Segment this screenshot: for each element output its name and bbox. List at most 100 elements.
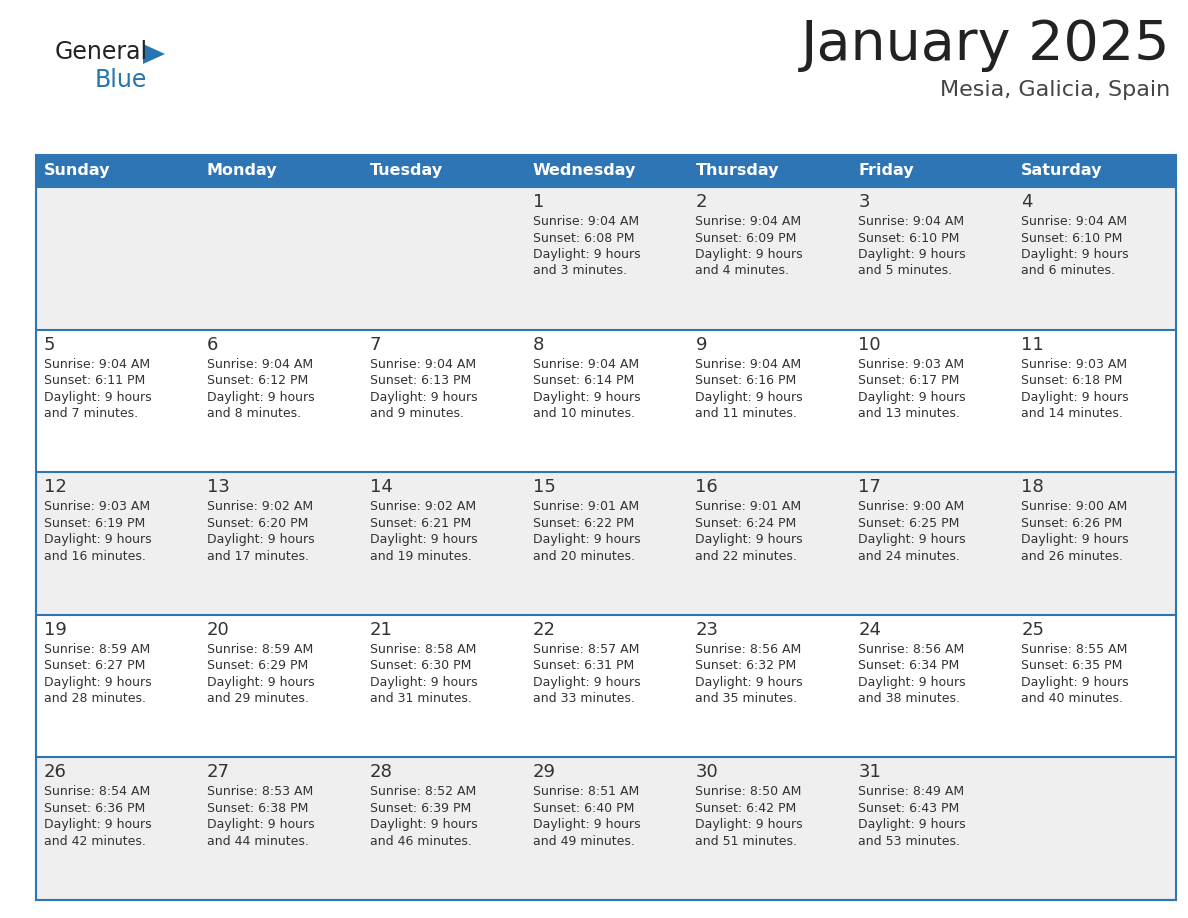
Bar xyxy=(851,757,1013,900)
Text: and 44 minutes.: and 44 minutes. xyxy=(207,834,309,848)
Text: Mesia, Galicia, Spain: Mesia, Galicia, Spain xyxy=(940,80,1170,100)
Text: Sunrise: 8:59 AM: Sunrise: 8:59 AM xyxy=(207,643,314,655)
Text: Monday: Monday xyxy=(207,163,278,178)
Bar xyxy=(36,615,198,757)
Text: 29: 29 xyxy=(532,764,556,781)
Text: Sunrise: 9:04 AM: Sunrise: 9:04 AM xyxy=(44,358,150,371)
Text: 23: 23 xyxy=(695,621,719,639)
Text: and 13 minutes.: and 13 minutes. xyxy=(858,407,960,420)
Text: Daylight: 9 hours: Daylight: 9 hours xyxy=(532,819,640,832)
Text: Daylight: 9 hours: Daylight: 9 hours xyxy=(44,676,152,688)
Text: and 26 minutes.: and 26 minutes. xyxy=(1022,550,1123,563)
Text: Sunrise: 8:58 AM: Sunrise: 8:58 AM xyxy=(369,643,476,655)
Text: Daylight: 9 hours: Daylight: 9 hours xyxy=(44,819,152,832)
Text: and 29 minutes.: and 29 minutes. xyxy=(207,692,309,705)
Text: Sunrise: 9:04 AM: Sunrise: 9:04 AM xyxy=(369,358,476,371)
Text: 20: 20 xyxy=(207,621,229,639)
Text: and 28 minutes.: and 28 minutes. xyxy=(44,692,146,705)
Text: Sunrise: 9:03 AM: Sunrise: 9:03 AM xyxy=(44,500,150,513)
Text: and 51 minutes.: and 51 minutes. xyxy=(695,834,797,848)
Text: Daylight: 9 hours: Daylight: 9 hours xyxy=(532,676,640,688)
Bar xyxy=(361,187,525,330)
Text: Sunset: 6:36 PM: Sunset: 6:36 PM xyxy=(44,802,145,815)
Text: Daylight: 9 hours: Daylight: 9 hours xyxy=(858,819,966,832)
Text: 16: 16 xyxy=(695,478,719,497)
Text: Blue: Blue xyxy=(95,68,147,92)
Text: Daylight: 9 hours: Daylight: 9 hours xyxy=(369,533,478,546)
Text: Daylight: 9 hours: Daylight: 9 hours xyxy=(695,533,803,546)
Text: Daylight: 9 hours: Daylight: 9 hours xyxy=(207,819,315,832)
Text: Sunset: 6:21 PM: Sunset: 6:21 PM xyxy=(369,517,470,530)
Text: Sunrise: 9:04 AM: Sunrise: 9:04 AM xyxy=(1022,215,1127,228)
Bar xyxy=(1013,187,1176,330)
Text: and 6 minutes.: and 6 minutes. xyxy=(1022,264,1116,277)
Bar xyxy=(36,187,198,330)
Text: Sunrise: 8:55 AM: Sunrise: 8:55 AM xyxy=(1022,643,1127,655)
Text: 1: 1 xyxy=(532,193,544,211)
Text: Sunrise: 9:04 AM: Sunrise: 9:04 AM xyxy=(695,215,802,228)
Text: and 22 minutes.: and 22 minutes. xyxy=(695,550,797,563)
Text: Sunrise: 8:56 AM: Sunrise: 8:56 AM xyxy=(695,643,802,655)
Text: Daylight: 9 hours: Daylight: 9 hours xyxy=(532,390,640,404)
Text: Sunrise: 8:49 AM: Sunrise: 8:49 AM xyxy=(858,786,965,799)
Text: 12: 12 xyxy=(44,478,67,497)
Text: 10: 10 xyxy=(858,336,881,353)
Text: Sunset: 6:20 PM: Sunset: 6:20 PM xyxy=(207,517,308,530)
Bar xyxy=(1013,330,1176,472)
Text: and 31 minutes.: and 31 minutes. xyxy=(369,692,472,705)
Text: Sunset: 6:08 PM: Sunset: 6:08 PM xyxy=(532,231,634,244)
Text: 21: 21 xyxy=(369,621,392,639)
Bar xyxy=(198,472,361,615)
Text: 22: 22 xyxy=(532,621,556,639)
Text: Sunrise: 9:00 AM: Sunrise: 9:00 AM xyxy=(858,500,965,513)
Text: and 49 minutes.: and 49 minutes. xyxy=(532,834,634,848)
Text: Daylight: 9 hours: Daylight: 9 hours xyxy=(695,248,803,261)
Bar xyxy=(36,757,198,900)
Text: Sunset: 6:32 PM: Sunset: 6:32 PM xyxy=(695,659,797,672)
Text: Sunset: 6:18 PM: Sunset: 6:18 PM xyxy=(1022,375,1123,387)
Text: Sunset: 6:25 PM: Sunset: 6:25 PM xyxy=(858,517,960,530)
Text: Sunrise: 9:04 AM: Sunrise: 9:04 AM xyxy=(695,358,802,371)
Bar xyxy=(1013,472,1176,615)
Text: 9: 9 xyxy=(695,336,707,353)
Text: Thursday: Thursday xyxy=(695,163,779,178)
Text: and 3 minutes.: and 3 minutes. xyxy=(532,264,626,277)
Text: Wednesday: Wednesday xyxy=(532,163,636,178)
Text: and 42 minutes.: and 42 minutes. xyxy=(44,834,146,848)
Text: Sunset: 6:09 PM: Sunset: 6:09 PM xyxy=(695,231,797,244)
Bar xyxy=(36,472,198,615)
Bar xyxy=(851,472,1013,615)
Bar xyxy=(525,472,688,615)
Text: and 40 minutes.: and 40 minutes. xyxy=(1022,692,1123,705)
Text: and 35 minutes.: and 35 minutes. xyxy=(695,692,797,705)
Text: Daylight: 9 hours: Daylight: 9 hours xyxy=(858,248,966,261)
Text: and 17 minutes.: and 17 minutes. xyxy=(207,550,309,563)
Text: Sunrise: 8:53 AM: Sunrise: 8:53 AM xyxy=(207,786,314,799)
Text: 19: 19 xyxy=(44,621,67,639)
Text: Sunrise: 9:04 AM: Sunrise: 9:04 AM xyxy=(532,215,639,228)
Text: Daylight: 9 hours: Daylight: 9 hours xyxy=(369,819,478,832)
Text: and 53 minutes.: and 53 minutes. xyxy=(858,834,960,848)
Text: Sunrise: 8:52 AM: Sunrise: 8:52 AM xyxy=(369,786,476,799)
Bar xyxy=(851,330,1013,472)
Text: Tuesday: Tuesday xyxy=(369,163,443,178)
Text: Daylight: 9 hours: Daylight: 9 hours xyxy=(207,390,315,404)
Bar xyxy=(1013,615,1176,757)
Bar xyxy=(688,615,851,757)
Text: 13: 13 xyxy=(207,478,229,497)
Text: Daylight: 9 hours: Daylight: 9 hours xyxy=(1022,248,1129,261)
Text: and 4 minutes.: and 4 minutes. xyxy=(695,264,790,277)
Text: Sunrise: 9:04 AM: Sunrise: 9:04 AM xyxy=(858,215,965,228)
Bar xyxy=(361,757,525,900)
Bar xyxy=(688,472,851,615)
Text: Sunrise: 9:00 AM: Sunrise: 9:00 AM xyxy=(1022,500,1127,513)
Text: 24: 24 xyxy=(858,621,881,639)
Text: General: General xyxy=(55,40,148,64)
Text: Sunrise: 9:01 AM: Sunrise: 9:01 AM xyxy=(695,500,802,513)
Text: Sunset: 6:35 PM: Sunset: 6:35 PM xyxy=(1022,659,1123,672)
Text: 15: 15 xyxy=(532,478,556,497)
Text: Sunrise: 8:59 AM: Sunrise: 8:59 AM xyxy=(44,643,150,655)
Text: 26: 26 xyxy=(44,764,67,781)
Text: 31: 31 xyxy=(858,764,881,781)
Text: Sunset: 6:26 PM: Sunset: 6:26 PM xyxy=(1022,517,1123,530)
